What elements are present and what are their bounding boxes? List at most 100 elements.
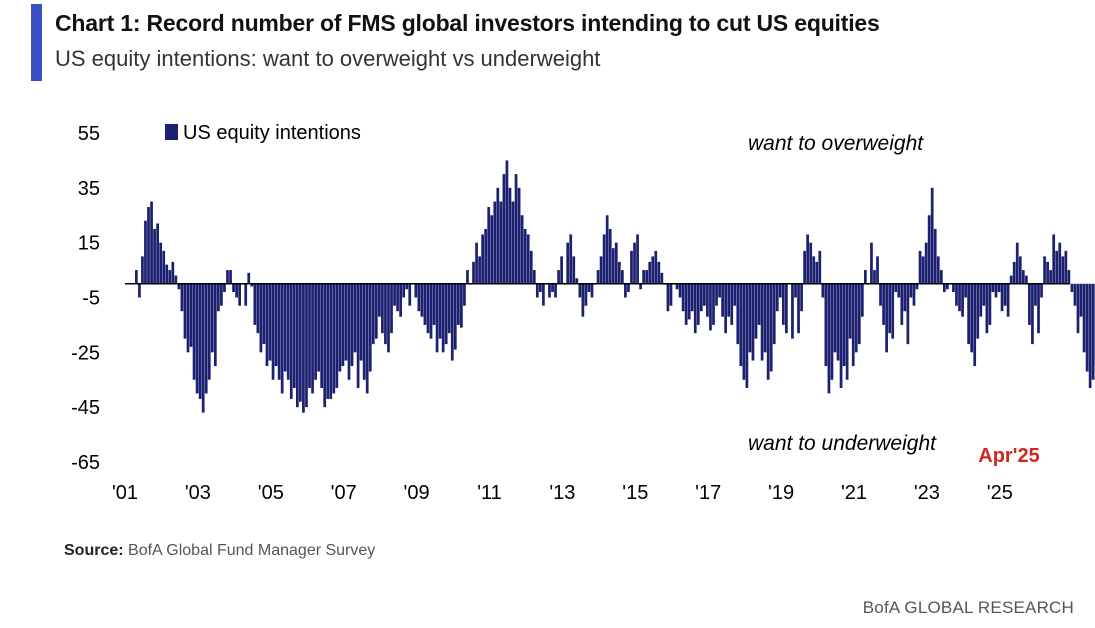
bar xyxy=(535,283,539,298)
bar xyxy=(332,283,336,394)
bar xyxy=(715,283,718,306)
bar xyxy=(602,234,606,284)
bar xyxy=(256,283,260,334)
bar xyxy=(930,187,934,284)
y-tick-label: 15 xyxy=(78,233,100,255)
bar xyxy=(648,261,652,284)
bar xyxy=(955,283,958,306)
bar xyxy=(162,250,166,284)
source-note: Source: BofA Global Fund Manager Survey xyxy=(64,542,375,560)
source-text: BofA Global Fund Manager Survey xyxy=(128,542,376,559)
x-tick-label: '01 xyxy=(112,482,138,504)
bar xyxy=(687,283,691,320)
y-tick-label: -25 xyxy=(71,342,100,364)
bar xyxy=(1015,242,1019,284)
bar xyxy=(994,283,998,298)
bar xyxy=(247,272,251,284)
bar xyxy=(511,201,515,284)
bar xyxy=(456,283,460,325)
bar xyxy=(791,283,794,339)
bar xyxy=(390,283,393,334)
bar xyxy=(450,283,454,361)
bar xyxy=(554,283,557,298)
bar xyxy=(302,283,305,413)
bar xyxy=(885,283,888,353)
legend: US equity intentions xyxy=(165,122,361,144)
bar xyxy=(654,250,658,284)
bar xyxy=(614,242,618,284)
bar xyxy=(223,283,226,293)
bar xyxy=(821,283,825,298)
bar xyxy=(195,283,199,394)
bar xyxy=(177,283,181,290)
bar xyxy=(189,283,193,347)
bar xyxy=(347,283,351,380)
bar xyxy=(970,283,974,353)
bar xyxy=(958,283,961,312)
bar xyxy=(186,283,190,353)
bar xyxy=(785,283,788,334)
bar xyxy=(153,228,156,284)
bar xyxy=(1037,283,1040,334)
bar xyxy=(192,283,196,380)
bar xyxy=(897,283,901,298)
x-tick-label: '07 xyxy=(331,482,357,504)
bar xyxy=(299,283,302,402)
bar xyxy=(253,283,257,325)
bar xyxy=(517,187,521,284)
bar xyxy=(642,270,645,284)
bar xyxy=(150,201,153,284)
bar xyxy=(836,283,840,361)
bars xyxy=(135,160,1095,413)
bar xyxy=(909,283,913,298)
bar xyxy=(384,283,387,345)
x-tick-label: '23 xyxy=(914,482,940,504)
chart-title: Chart 1: Record number of FMS global inv… xyxy=(55,10,880,36)
bar xyxy=(599,256,603,284)
bar xyxy=(365,283,369,394)
bar xyxy=(1067,270,1071,284)
bar xyxy=(1024,275,1028,284)
bar xyxy=(481,234,485,284)
bar xyxy=(581,283,585,317)
bar xyxy=(174,275,178,284)
bar xyxy=(924,242,928,284)
bar xyxy=(305,283,308,408)
bar xyxy=(627,283,630,293)
bar xyxy=(378,283,381,317)
bar xyxy=(138,283,141,298)
bar xyxy=(621,270,624,284)
bar xyxy=(374,283,378,339)
bar xyxy=(882,283,885,325)
bar xyxy=(560,256,563,284)
bar xyxy=(341,283,345,367)
bar xyxy=(903,283,907,312)
bar xyxy=(1061,256,1065,284)
bar xyxy=(496,187,500,284)
bar xyxy=(739,283,743,367)
bar xyxy=(961,283,964,317)
bar xyxy=(751,283,755,361)
bar xyxy=(891,283,895,339)
bar xyxy=(1058,242,1062,284)
bar xyxy=(520,215,524,284)
bar xyxy=(475,242,478,284)
bar xyxy=(839,283,843,388)
bar xyxy=(1082,283,1086,353)
bar xyxy=(542,283,545,306)
bar xyxy=(259,283,263,353)
bar xyxy=(806,234,810,284)
bar xyxy=(502,174,506,284)
bar xyxy=(870,242,873,284)
bar xyxy=(742,283,746,380)
bar xyxy=(939,270,943,284)
bar xyxy=(289,283,293,399)
bar xyxy=(976,283,980,339)
bar xyxy=(979,283,983,317)
x-tick-label: '03 xyxy=(185,482,211,504)
bar xyxy=(569,234,573,284)
bar xyxy=(1018,256,1022,284)
bar xyxy=(1000,283,1004,312)
bar xyxy=(229,270,232,284)
bar xyxy=(769,283,773,372)
